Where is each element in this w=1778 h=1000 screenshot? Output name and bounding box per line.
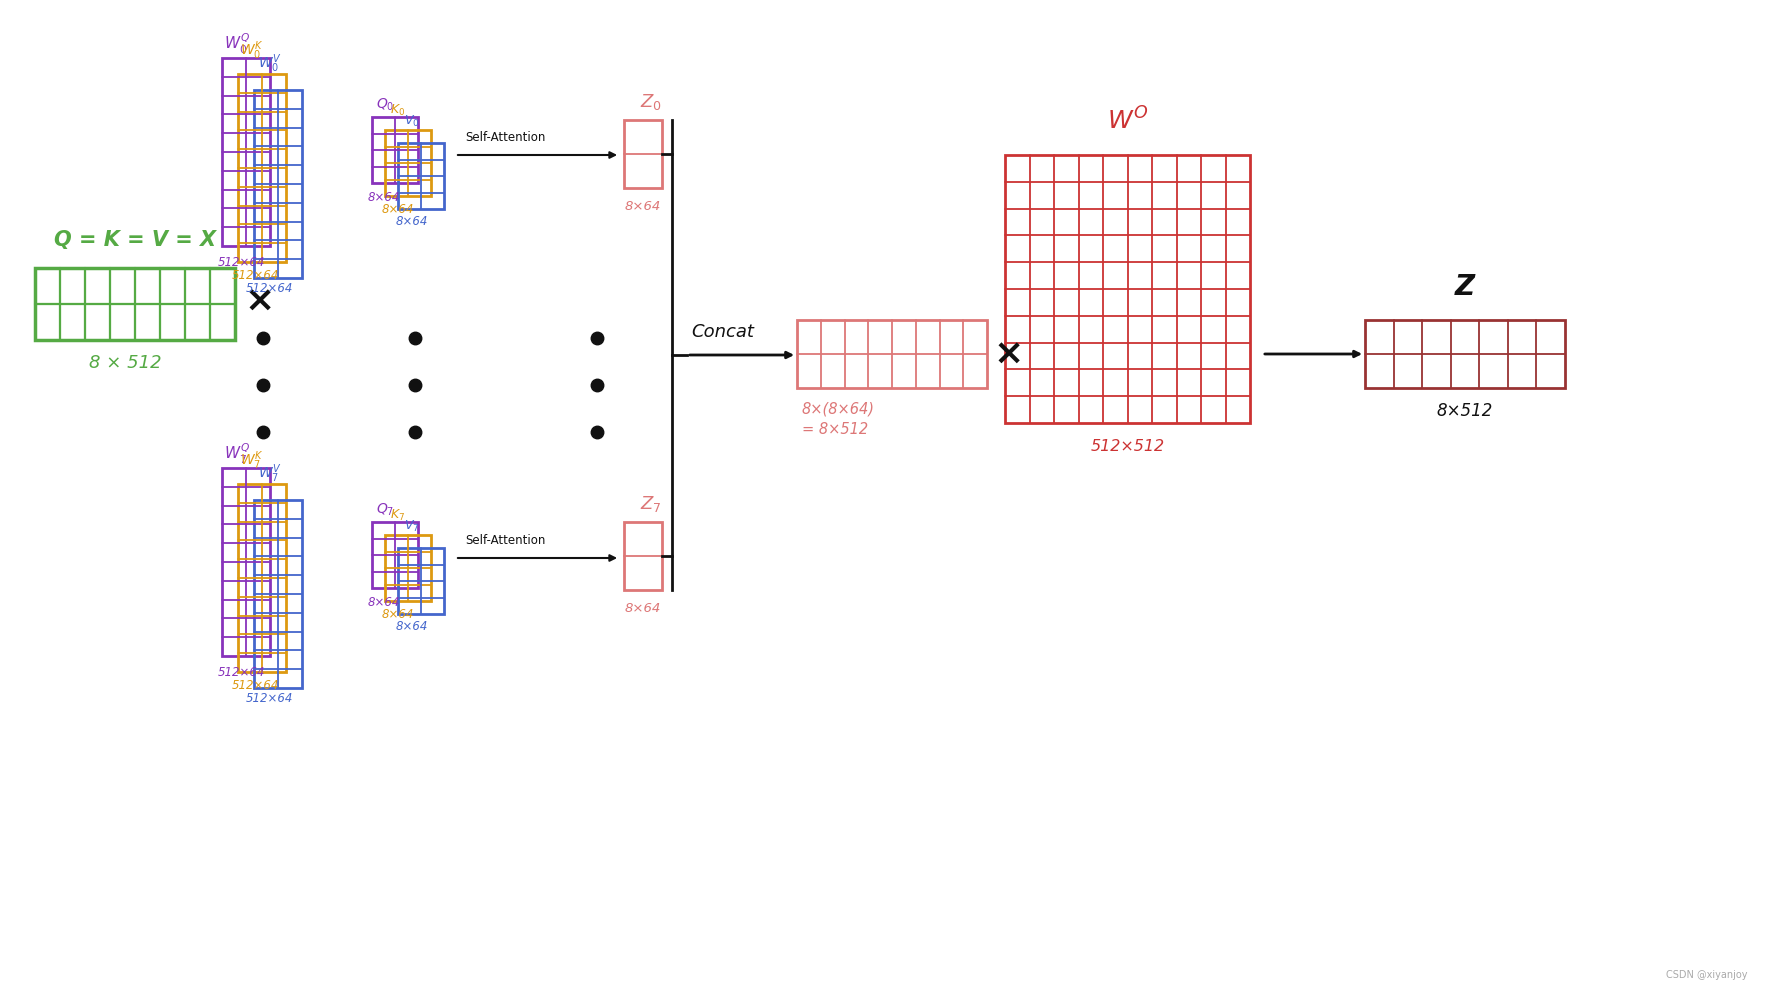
Bar [1366, 320, 1565, 388]
Bar [1005, 155, 1250, 423]
Bar [372, 117, 418, 183]
Text: Concat: Concat [692, 323, 754, 341]
Text: 512×64: 512×64 [245, 692, 293, 705]
Bar [398, 143, 444, 209]
Text: $Q_0$: $Q_0$ [375, 97, 395, 113]
Text: 512×64: 512×64 [231, 269, 279, 282]
Text: 512×64: 512×64 [219, 666, 265, 679]
Bar [36, 268, 235, 340]
Text: $W_7^Q$: $W_7^Q$ [224, 442, 251, 466]
Text: $W_0^V$: $W_0^V$ [258, 52, 283, 75]
Text: 8×64: 8×64 [624, 200, 661, 213]
Text: ×: × [245, 284, 276, 318]
Text: $W_7^K$: $W_7^K$ [240, 449, 263, 472]
Text: 512×64: 512×64 [231, 679, 279, 692]
Text: 8×64: 8×64 [368, 596, 400, 609]
Text: $W_0^Q$: $W_0^Q$ [224, 32, 251, 56]
Bar [386, 535, 430, 601]
Bar [624, 120, 661, 188]
Text: 8 × 512: 8 × 512 [89, 354, 162, 372]
Text: Self-Attention: Self-Attention [466, 131, 546, 144]
Bar [238, 484, 286, 672]
Bar [238, 74, 286, 262]
Text: $V_7$: $V_7$ [404, 519, 420, 534]
Text: 8×64: 8×64 [368, 191, 400, 204]
Text: 8×64: 8×64 [382, 608, 414, 621]
Text: ×: × [994, 337, 1024, 371]
Text: $Q_7$: $Q_7$ [375, 502, 395, 518]
Text: $Z_0$: $Z_0$ [640, 92, 661, 112]
Text: $W_7^V$: $W_7^V$ [258, 462, 283, 485]
Bar [372, 522, 418, 588]
Text: $K_0$: $K_0$ [389, 103, 405, 118]
Text: = 8×512: = 8×512 [802, 422, 868, 437]
Text: 8×64: 8×64 [382, 203, 414, 216]
Bar [222, 58, 270, 246]
Text: Q = K = V = X: Q = K = V = X [53, 230, 217, 250]
Text: CSDN @xiyanjoy: CSDN @xiyanjoy [1666, 970, 1748, 980]
Bar [386, 130, 430, 196]
Text: 512×64: 512×64 [245, 282, 293, 295]
Bar [254, 90, 302, 278]
Bar [222, 468, 270, 656]
Text: 8×512: 8×512 [1437, 402, 1494, 420]
Bar [254, 500, 302, 688]
Text: 8×64: 8×64 [624, 602, 661, 615]
Bar [797, 320, 987, 388]
Text: 8×64: 8×64 [396, 215, 428, 228]
Text: Z: Z [1454, 273, 1476, 301]
Text: 512×512: 512×512 [1090, 439, 1165, 454]
Text: 8×64: 8×64 [396, 620, 428, 633]
Text: $W^O$: $W^O$ [1106, 108, 1149, 135]
Bar [624, 522, 661, 590]
Bar [398, 548, 444, 614]
Text: $W_0^K$: $W_0^K$ [240, 39, 263, 62]
Text: 8×(8×64): 8×(8×64) [802, 402, 875, 417]
Text: $V_0$: $V_0$ [404, 114, 420, 129]
Text: $Z_7$: $Z_7$ [640, 494, 661, 514]
Text: $K_7$: $K_7$ [389, 508, 405, 523]
Text: Self-Attention: Self-Attention [466, 534, 546, 547]
Text: 512×64: 512×64 [219, 256, 265, 269]
